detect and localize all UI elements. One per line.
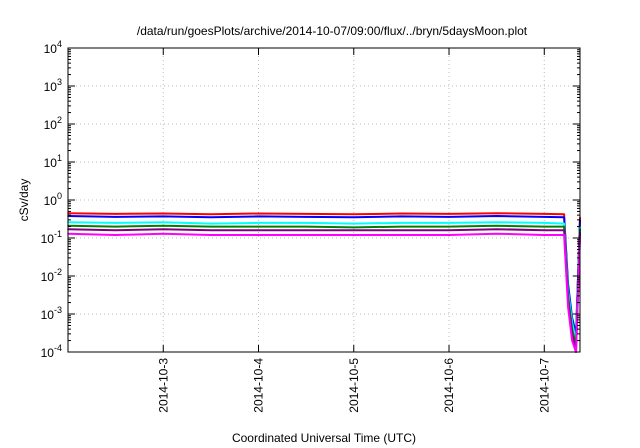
data-point xyxy=(495,225,498,227)
data-point xyxy=(353,226,355,229)
data-point xyxy=(162,228,165,230)
data-point xyxy=(448,222,450,224)
data-point xyxy=(114,229,117,231)
y-tick-label: 104 xyxy=(44,39,62,56)
data-point xyxy=(257,229,260,231)
data-point xyxy=(114,216,117,218)
data-point xyxy=(495,221,498,223)
data-point xyxy=(543,213,546,215)
grid-lines xyxy=(68,48,580,352)
data-point xyxy=(563,222,565,225)
data-point xyxy=(353,234,355,236)
data-point xyxy=(400,215,403,218)
data-point xyxy=(257,225,260,228)
y-tick-label: 101 xyxy=(44,153,62,170)
data-point xyxy=(495,215,498,217)
data-point xyxy=(162,232,165,235)
y-tick-label: 10-1 xyxy=(41,229,62,246)
axes: 10-4 10-3 10-2 10-1 100 101 102 103 104 2014-10-3… xyxy=(41,39,580,413)
data-point xyxy=(353,216,355,219)
data-point xyxy=(257,234,260,236)
data-point xyxy=(448,213,450,215)
data-point xyxy=(210,225,212,228)
data-point xyxy=(114,213,117,215)
data-point xyxy=(571,339,573,342)
data-point xyxy=(400,229,403,231)
data-point xyxy=(448,225,450,228)
data-point xyxy=(495,212,498,214)
y-tick-label: 10-3 xyxy=(41,305,62,322)
data-point xyxy=(305,229,307,231)
data-point xyxy=(400,234,403,236)
y-tick-label: 103 xyxy=(44,77,62,94)
series-layer xyxy=(67,212,581,353)
data-point xyxy=(563,225,565,228)
data-point xyxy=(305,225,307,228)
x-tick-label: 2014-10-6 xyxy=(442,358,456,413)
data-point xyxy=(305,222,307,224)
data-point xyxy=(448,234,450,236)
data-point xyxy=(353,222,355,225)
data-point xyxy=(495,232,498,235)
data-point xyxy=(543,234,546,236)
data-point xyxy=(400,225,403,228)
data-point xyxy=(210,234,212,236)
data-point xyxy=(162,225,165,227)
y-tick-label: 102 xyxy=(44,115,62,132)
data-point xyxy=(210,229,212,231)
data-point xyxy=(210,216,212,219)
data-point xyxy=(567,306,569,309)
data-point xyxy=(210,213,212,216)
x-tick-label: 2014-10-5 xyxy=(347,358,361,413)
y-tick-label: 10-4 xyxy=(41,343,62,360)
data-point xyxy=(400,212,403,215)
chart-title: /data/run/goesPlots/archive/2014-10-07/0… xyxy=(137,24,528,38)
data-point xyxy=(563,234,565,236)
data-point xyxy=(448,216,450,218)
x-tick-label: 2014-10-3 xyxy=(156,358,170,413)
data-point xyxy=(114,225,117,228)
data-point xyxy=(543,222,546,224)
data-point xyxy=(257,222,260,224)
y-tick-label: 100 xyxy=(44,191,62,208)
data-point xyxy=(563,216,565,219)
data-point xyxy=(543,229,546,231)
x-axis-label: Coordinated Universal Time (UTC) xyxy=(232,431,416,445)
data-point xyxy=(495,228,498,230)
data-point xyxy=(305,216,307,218)
data-point xyxy=(114,222,117,224)
series-line-6 xyxy=(67,232,581,353)
data-point xyxy=(448,229,450,231)
y-tick-label: 10-2 xyxy=(41,267,62,284)
data-point xyxy=(305,234,307,236)
data-point xyxy=(210,222,212,225)
data-point xyxy=(162,212,165,215)
data-point xyxy=(563,213,565,216)
data-point xyxy=(305,213,307,215)
x-tick-label: 2014-10-4 xyxy=(252,358,266,413)
data-point xyxy=(353,229,355,231)
data-point xyxy=(114,234,117,236)
data-point xyxy=(400,222,403,224)
data-point xyxy=(162,215,165,218)
data-point xyxy=(563,229,565,231)
data-point xyxy=(543,225,546,228)
data-point xyxy=(257,215,260,218)
data-point xyxy=(257,212,260,215)
y-axis-label: cSv/day xyxy=(17,179,31,222)
x-tick-label: 2014-10-7 xyxy=(537,358,551,413)
data-point xyxy=(543,216,546,218)
data-point xyxy=(353,213,355,216)
data-point xyxy=(162,221,165,223)
